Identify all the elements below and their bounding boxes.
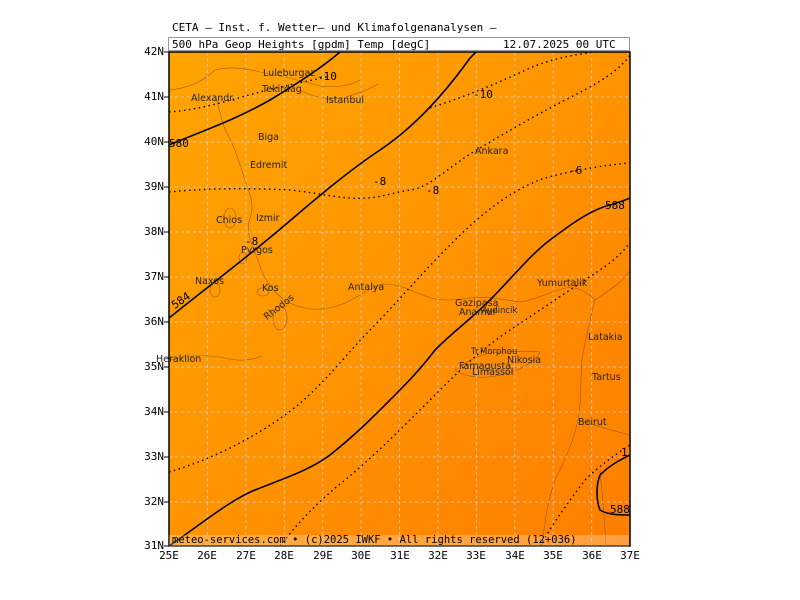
lat-label: 40N xyxy=(144,135,164,148)
height-contours xyxy=(169,52,630,546)
lat-label: 39N xyxy=(144,180,164,193)
city-label: Chios xyxy=(216,215,243,226)
city-label: Ankara xyxy=(475,146,509,157)
lon-label: 28E xyxy=(274,549,294,562)
city-label: Istanbul xyxy=(326,95,365,106)
height-contour-label: 588 xyxy=(605,199,625,212)
lon-label: 33E xyxy=(466,549,486,562)
lon-label: 30E xyxy=(351,549,371,562)
temp-contour-label: -8 xyxy=(373,175,387,188)
lon-label: 32E xyxy=(428,549,448,562)
city-label: Limassol xyxy=(472,367,514,378)
city-label: Anamur xyxy=(459,307,497,318)
lat-label: 35N xyxy=(144,360,164,373)
lat-label: 38N xyxy=(144,225,164,238)
lat-label: 37N xyxy=(144,270,164,283)
city-label: Kos xyxy=(262,283,279,294)
city-label: Aydincik xyxy=(482,306,518,316)
lon-label: 34E xyxy=(505,549,525,562)
map-frame xyxy=(168,51,631,547)
city-label: Alexandr. xyxy=(191,93,236,104)
lat-label: 41N xyxy=(144,90,164,103)
city-label: Famagusta xyxy=(459,361,512,372)
city-label: Izmir xyxy=(256,213,280,224)
city-label: Gazipasa xyxy=(455,298,499,309)
lon-label: 25E xyxy=(159,549,179,562)
map-subtitle: 500 hPa Geop Heights [gpdm] Temp [degC] xyxy=(172,38,431,51)
city-label: Heraklion xyxy=(156,354,202,365)
lat-lon-grid xyxy=(169,52,630,546)
city-label: Nikosia xyxy=(507,355,542,366)
city-label: Tartus xyxy=(592,372,621,383)
city-label: Morphou xyxy=(480,347,518,357)
coastlines xyxy=(169,67,630,546)
height-contour-label: 580 xyxy=(169,137,189,150)
city-label: Antalya xyxy=(348,282,385,293)
city-label: Biga xyxy=(258,132,280,143)
copyright-footer: meteo-services.com • (c)2025 IWKF • All … xyxy=(172,534,577,546)
city-label: Yumurtalik xyxy=(537,278,588,289)
map-title: CETA – Inst. f. Wetter– und Klimafolgena… xyxy=(172,21,497,34)
lat-label: 31N xyxy=(144,539,164,552)
temp-contour-label: -10 xyxy=(317,70,337,83)
axis-ticks xyxy=(164,51,169,547)
lon-label: 37E xyxy=(620,549,640,562)
lat-label: 33N xyxy=(144,450,164,463)
lat-label: 32N xyxy=(144,495,164,508)
lat-label: 42N xyxy=(144,45,164,58)
height-contour-label: 1 xyxy=(621,446,628,459)
lon-label: 27E xyxy=(236,549,256,562)
lat-label: 34N xyxy=(144,405,164,418)
lon-label: 36E xyxy=(582,549,602,562)
city-label: Tekirdag xyxy=(262,84,302,95)
footer-bar xyxy=(169,535,629,547)
lon-label: 29E xyxy=(313,549,333,562)
temp-contour-label: -6 xyxy=(569,164,583,177)
lon-label: 31E xyxy=(390,549,410,562)
height-contour-label: 588 xyxy=(610,503,630,516)
valid-time: 12.07.2025 00 UTC xyxy=(503,38,616,51)
city-label: Edremit xyxy=(250,160,288,171)
temp-contour-label: -10 xyxy=(473,88,493,101)
temp-contour-label: -8 xyxy=(426,184,440,197)
lon-label: 35E xyxy=(543,549,563,562)
city-label: Tr xyxy=(471,347,479,357)
lon-label: 26E xyxy=(197,549,217,562)
city-label: Pyrgos xyxy=(241,245,273,256)
city-label: Latakia xyxy=(588,332,623,343)
temp-contour-label: -8 xyxy=(245,235,259,248)
city-label: Naxos xyxy=(195,276,225,287)
temperature-contours xyxy=(169,52,630,546)
lat-label: 36N xyxy=(144,315,164,328)
city-label: Beirut xyxy=(578,417,607,428)
city-label: Luleburgaz xyxy=(263,68,316,79)
header-box xyxy=(168,37,630,51)
